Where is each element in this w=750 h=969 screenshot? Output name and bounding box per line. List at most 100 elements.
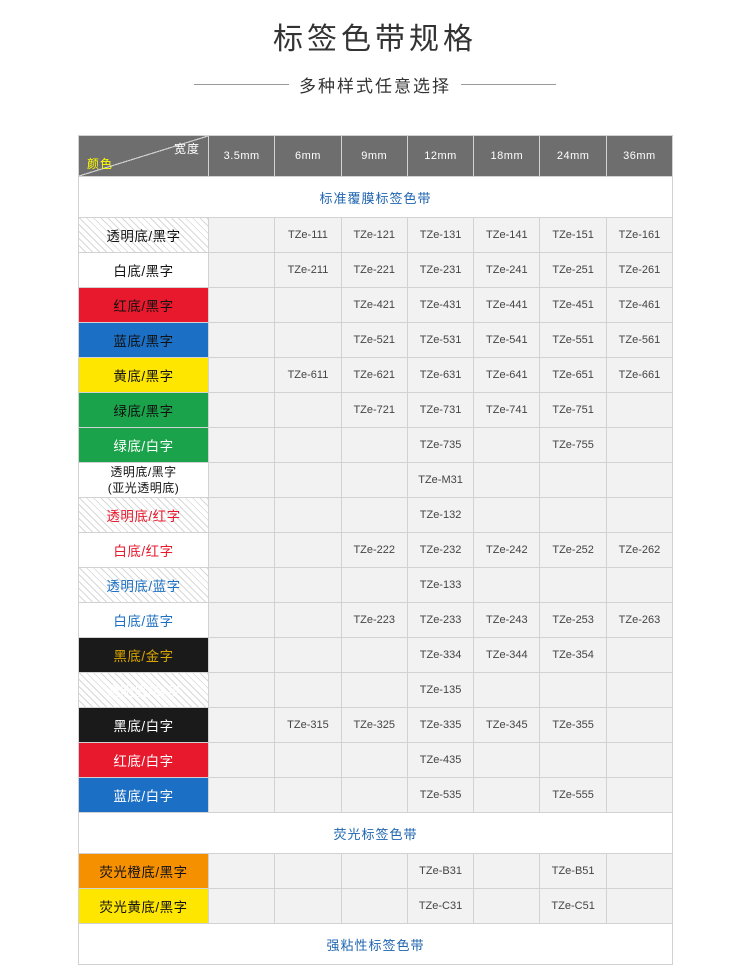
model-code-cell: TZe-755	[539, 427, 607, 463]
empty-cell	[340, 567, 408, 603]
model-code-cell: TZe-335	[406, 707, 475, 743]
table-row: 蓝底/黑字 TZe-521 TZe-531 TZe-541 TZe-551 TZe-561	[78, 322, 674, 358]
empty-cell	[207, 742, 276, 778]
empty-cell	[340, 888, 408, 924]
row-label-text: 透明底/黑字	[106, 229, 181, 244]
empty-cell	[207, 287, 276, 323]
row-label-text: 绿底/白字	[113, 439, 174, 454]
empty-cell	[207, 777, 276, 813]
model-code-cell: TZe-731	[406, 392, 475, 428]
empty-cell	[340, 742, 408, 778]
table-row: 荧光黄底/黑字 TZe-C31 TZe-C51	[78, 888, 674, 924]
empty-cell	[274, 322, 342, 358]
empty-cell	[274, 742, 342, 778]
section-title: 荧光标签色带	[77, 812, 674, 854]
empty-cell	[473, 427, 541, 463]
model-code-cell: TZe-242	[473, 532, 541, 568]
table-row: 绿底/黑字 TZe-721 TZe-731 TZe-741 TZe-751	[78, 392, 674, 428]
row-label: 透明底/黑字	[78, 217, 209, 253]
empty-cell	[605, 672, 674, 708]
empty-cell	[274, 287, 342, 323]
table-head: 宽度 颜色 3.5mm 6mm 9mm 12mm 18mm 24mm 36mm	[78, 135, 674, 177]
model-code-cell: TZe-435	[406, 742, 475, 778]
header-color-label: 颜色	[87, 157, 114, 171]
column-header-2: 9mm	[340, 135, 408, 177]
row-label-text: 荧光黄底/黑字	[99, 900, 188, 915]
model-code-cell: TZe-151	[539, 217, 607, 253]
model-code-cell: TZe-132	[406, 497, 475, 533]
page-header: 标签色带规格 多种样式任意选择	[0, 0, 750, 97]
empty-cell	[340, 853, 408, 889]
row-label-text: 透明底/红字	[106, 509, 181, 524]
empty-cell	[274, 888, 342, 924]
model-code-cell: TZe-251	[539, 252, 607, 288]
row-label-text: 黑底/金字	[113, 649, 174, 664]
section-title: 强粘性标签色带	[77, 923, 674, 965]
empty-cell	[340, 777, 408, 813]
model-code-cell: TZe-354	[539, 637, 607, 673]
subtitle-row: 多种样式任意选择	[0, 72, 750, 97]
row-label-text: 红底/白字	[113, 754, 174, 769]
column-header-6: 36mm	[605, 135, 674, 177]
table-row: 黄底/黑字 TZe-611 TZe-621 TZe-631 TZe-641 TZe-651…	[78, 357, 674, 393]
model-code-cell: TZe-661	[605, 357, 674, 393]
model-code-cell: TZe-421	[340, 287, 408, 323]
model-code-cell: TZe-315	[274, 707, 342, 743]
empty-cell	[605, 392, 674, 428]
model-code-cell: TZe-345	[473, 707, 541, 743]
table-header-row: 宽度 颜色 3.5mm 6mm 9mm 12mm 18mm 24mm 36mm	[78, 135, 674, 177]
model-code-cell: TZe-431	[406, 287, 475, 323]
model-code-cell: TZe-721	[340, 392, 408, 428]
empty-cell	[207, 392, 276, 428]
empty-cell	[207, 217, 276, 253]
empty-cell	[539, 497, 607, 533]
model-code-cell: TZe-611	[274, 357, 342, 393]
model-code-cell: TZe-641	[473, 357, 541, 393]
empty-cell	[340, 637, 408, 673]
row-label: 白底/蓝字	[78, 602, 209, 638]
model-code-cell: TZe-261	[605, 252, 674, 288]
empty-cell	[274, 532, 342, 568]
empty-cell	[274, 672, 342, 708]
empty-cell	[207, 888, 276, 924]
table-row: 荧光橙底/黑字 TZe-B31 TZe-B51	[78, 853, 674, 889]
empty-cell	[207, 532, 276, 568]
empty-cell	[274, 777, 342, 813]
model-code-cell: TZe-252	[539, 532, 607, 568]
model-code-cell: TZe-555	[539, 777, 607, 813]
header-corner-cell: 宽度 颜色	[78, 135, 209, 177]
empty-cell	[605, 637, 674, 673]
column-header-5: 24mm	[539, 135, 607, 177]
empty-cell	[207, 672, 276, 708]
model-code-cell: TZe-262	[605, 532, 674, 568]
empty-cell	[539, 742, 607, 778]
model-code-cell: TZe-253	[539, 602, 607, 638]
empty-cell	[539, 672, 607, 708]
table-row: 透明底/红字 TZe-132	[78, 497, 674, 533]
model-code-cell: TZe-541	[473, 322, 541, 358]
empty-cell	[274, 567, 342, 603]
empty-cell	[473, 853, 541, 889]
model-code-cell: TZe-135	[406, 672, 475, 708]
model-code-cell: TZe-B51	[539, 853, 607, 889]
empty-cell	[207, 427, 276, 463]
model-code-cell: TZe-531	[406, 322, 475, 358]
model-code-cell: TZe-141	[473, 217, 541, 253]
model-code-cell: TZe-241	[473, 252, 541, 288]
empty-cell	[207, 637, 276, 673]
subtitle-rule-left	[194, 84, 289, 85]
row-label: 黑底/金字	[78, 637, 209, 673]
empty-cell	[605, 888, 674, 924]
model-code-cell: TZe-M31	[406, 462, 475, 498]
empty-cell	[207, 602, 276, 638]
model-code-cell: TZe-451	[539, 287, 607, 323]
table-row: 白底/黑字 TZe-211 TZe-221 TZe-231 TZe-241 TZe-251…	[78, 252, 674, 288]
row-label: 蓝底/黑字	[78, 322, 209, 358]
model-code-cell: TZe-231	[406, 252, 475, 288]
model-code-cell: TZe-211	[274, 252, 342, 288]
table-row: 透明底/黑字 TZe-111 TZe-121 TZe-131 TZe-141 TZe-15…	[78, 217, 674, 253]
row-label: 红底/白字	[78, 742, 209, 778]
empty-cell	[274, 427, 342, 463]
empty-cell	[473, 497, 541, 533]
model-code-cell: TZe-551	[539, 322, 607, 358]
